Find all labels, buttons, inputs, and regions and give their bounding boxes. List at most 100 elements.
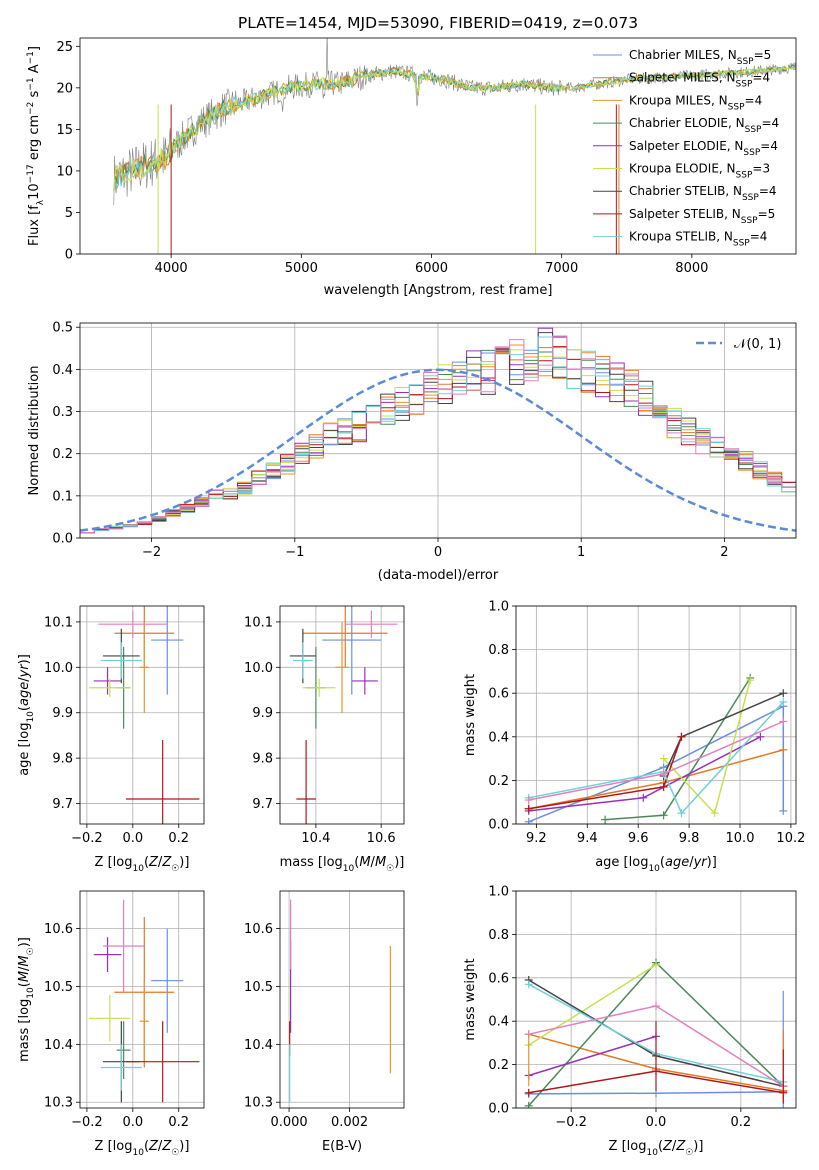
label-part: mass weight: [463, 674, 478, 756]
panel-age_vs_z: −0.2 0.0 0.29.79.89.910.010.1Z [log10(Z/Z☉…: [17, 605, 205, 874]
y-tick-label: 1.0: [488, 600, 509, 615]
x-tick-label: 6000: [415, 261, 448, 276]
plot-area-residuals: [80, 327, 796, 534]
y-tick-label: 10.5: [44, 980, 73, 995]
y-tick-label: 25: [56, 40, 73, 55]
label-part: )]: [17, 937, 32, 947]
label-part: =4: [752, 71, 770, 85]
y-tick-label: 0.8: [488, 643, 509, 658]
label-part: SSP: [742, 193, 759, 203]
weight-line-chabrier_miles: [528, 705, 785, 823]
label-part: Salpeter STELIB, N: [629, 207, 741, 221]
y-tick-label: 10.1: [244, 615, 273, 630]
y-tick-label: 15: [56, 123, 73, 138]
chart-title: PLATE=1454, MJD=53090, FIBERID=0419, z=0…: [238, 14, 638, 32]
label-part: mass weight: [463, 958, 478, 1040]
y-tick-label: 0.0: [488, 818, 509, 833]
label-part: =5: [758, 207, 776, 221]
label-part: M: [17, 955, 32, 966]
label-part: Kroupa STELIB, N: [629, 230, 733, 244]
y-tick-label: 0.4: [488, 1015, 509, 1030]
label-part: =3: [752, 162, 770, 176]
label-part: )]: [17, 654, 32, 664]
y-axis-label: Flux [fλ10−17 erg cm−2 s−1 A−1]: [26, 46, 46, 246]
axes-frame: [515, 890, 797, 1109]
label-part: (: [144, 855, 149, 870]
x-tick-label: 9.4: [577, 831, 598, 846]
x-axis-label: age [log10(age/yr)]: [595, 855, 717, 874]
label-part: age [log: [595, 855, 648, 870]
label-part: SSP: [733, 239, 750, 249]
y-tick-label: 9.8: [52, 752, 73, 767]
x-tick-label: 2: [720, 545, 728, 560]
legend-entry: 𝒩(0, 1): [734, 337, 781, 352]
y-tick-label: 9.9: [252, 706, 273, 721]
legend-entry: Kroupa ELODIE, NSSP=3: [629, 162, 770, 181]
label-part: M: [17, 971, 32, 982]
label-part: age [log: [17, 723, 32, 776]
y-tick-label: 10.3: [244, 1096, 273, 1111]
label-part: Chabrier MILES, N: [629, 48, 737, 62]
label-part: −1: [26, 77, 36, 90]
panel-weight_vs_z: −0.2 0.0 0.2 0.0 0.2 0.4 0.6 0.8 1.0 mass weight Z…: [463, 885, 797, 1158]
legend-entry: Salpeter MILES, NSSP=4: [629, 71, 770, 90]
weight-line-salpeter_miles: [528, 749, 784, 810]
x-axis-label: Z [log10(Z/Z☉)]: [609, 1139, 704, 1158]
label-part: Z: [148, 855, 159, 870]
y-tick-label: 10.3: [44, 1096, 73, 1111]
label-part: )]: [707, 855, 717, 870]
normal-curve: [80, 368, 796, 532]
label-part: ☉: [685, 1148, 693, 1158]
plot-area-mass_vs_z: [89, 899, 200, 1103]
label-part: =4: [759, 184, 777, 198]
label-part: 10: [648, 864, 660, 874]
label-part: A: [27, 64, 42, 77]
plot-area-spectrum: [113, 38, 796, 254]
label-part: SSP: [728, 102, 745, 112]
label-part: /: [689, 855, 694, 870]
label-part: )]: [179, 1139, 189, 1154]
label-part: (: [354, 855, 359, 870]
y-tick-label: 0.2: [488, 1058, 509, 1073]
axes-frame: [79, 605, 205, 825]
label-part: =4: [761, 116, 779, 130]
plot-area-age_vs_z: [89, 606, 200, 824]
y-tick-label: 0.2: [52, 447, 73, 462]
axes-frame: [79, 322, 797, 539]
panel-spectrum: 4000 5000 6000 7000 8000 0 5 10 15 20 25 PLATE=1454…: [26, 14, 797, 298]
y-axis-label: mass weight: [463, 958, 478, 1040]
label-part: −1: [26, 51, 36, 64]
y-tick-label: 0.2: [488, 774, 509, 789]
x-tick-label: 0.000: [270, 1115, 307, 1130]
y-tick-label: 9.9: [52, 706, 73, 721]
label-part: Kroupa ELODIE, N: [629, 162, 736, 176]
label-part: )]: [693, 1139, 703, 1154]
legend-entry: Salpeter ELODIE, NSSP=4: [629, 139, 778, 158]
y-tick-label: 10.0: [44, 661, 73, 676]
label-part: −2: [26, 102, 36, 115]
weight-line-kroupa_stelib: [528, 701, 784, 815]
y-tick-label: 9.7: [252, 797, 273, 812]
x-tick-label: 5000: [285, 261, 318, 276]
label-part: ]: [27, 46, 42, 51]
panel-residuals: −2 −1 0 1 2 0.0 0.1 0.2 0.3 0.4 0.5 (data-model)/er…: [27, 321, 797, 583]
label-part: SSP: [743, 148, 760, 158]
x-tick-label: −0.2: [71, 1115, 103, 1130]
x-tick-label: 10.0: [726, 831, 755, 846]
x-tick-label: 9.6: [628, 831, 649, 846]
label-part: (: [660, 855, 665, 870]
y-tick-label: 10.1: [44, 615, 73, 630]
label-part: 10: [132, 864, 144, 874]
x-tick-label: 0.0: [122, 831, 143, 846]
x-tick-label: 10.6: [367, 831, 396, 846]
label-part: ☉: [386, 864, 394, 874]
x-tick-label: −1: [285, 545, 304, 560]
label-part: 10: [26, 711, 36, 723]
y-tick-label: 5: [65, 206, 73, 221]
label-part: Z [log: [95, 855, 133, 870]
x-tick-label: 0.0: [122, 1115, 143, 1130]
x-tick-label: 9.8: [679, 831, 700, 846]
label-part: Z: [662, 1139, 673, 1154]
